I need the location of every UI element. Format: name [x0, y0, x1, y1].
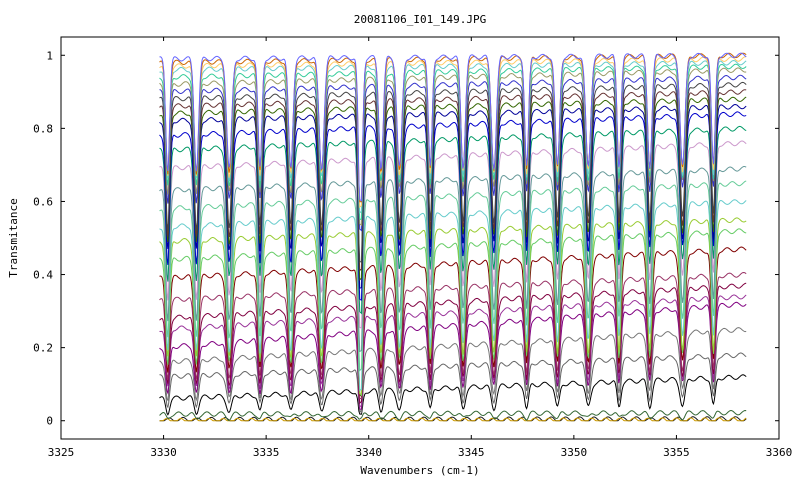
y-tick-label: 0.8: [33, 122, 53, 135]
y-tick-label: 0.2: [33, 342, 53, 355]
series-line: [159, 52, 747, 202]
x-tick-label: 3330: [150, 446, 177, 459]
series-line: [159, 166, 747, 353]
series-line: [159, 180, 747, 372]
x-tick-label: 3350: [561, 446, 588, 459]
y-axis: 0 0.2 0.4 0.6 0.8 1: [33, 49, 779, 428]
y-axis-label: Transmitance: [7, 198, 20, 277]
chart-title: 20081106_I01_149.JPG: [354, 13, 486, 26]
series-line: [159, 327, 747, 413]
series-line: [159, 246, 747, 398]
x-tick-label: 3360: [766, 446, 793, 459]
x-tick-label: 3340: [355, 446, 382, 459]
y-tick-label: 1: [46, 49, 53, 62]
series-line: [159, 81, 747, 263]
x-tick-label: 3355: [663, 446, 690, 459]
series-line: [159, 409, 747, 421]
x-tick-label: 3345: [458, 446, 485, 459]
y-tick-label: 0: [46, 415, 53, 428]
series-line: [159, 374, 747, 416]
x-tick-label: 3335: [253, 446, 280, 459]
series-layer: [159, 52, 747, 422]
y-tick-label: 0.6: [33, 195, 53, 208]
x-tick-label: 3325: [48, 446, 75, 459]
series-line: [159, 125, 747, 315]
series-line: [159, 417, 747, 422]
series-line: [159, 89, 747, 272]
series-line: [159, 140, 747, 330]
x-axis-label: Wavenumbers (cm-1): [360, 464, 479, 477]
series-line: [159, 352, 747, 414]
y-tick-label: 0.4: [33, 269, 53, 282]
plot-frame: [60, 36, 780, 440]
x-axis: 3325 3330 3335 3340 3345 3350 3355 3360: [48, 37, 793, 459]
